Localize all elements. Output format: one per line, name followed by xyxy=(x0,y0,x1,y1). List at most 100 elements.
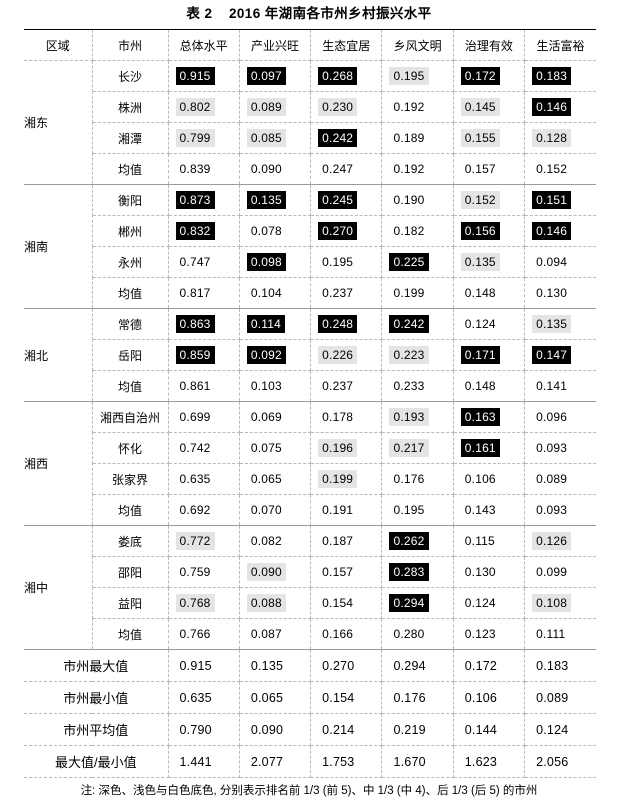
value-cell: 0.096 xyxy=(524,401,596,433)
city-cell: 均值 xyxy=(92,618,169,650)
value-chip: 0.135 xyxy=(250,658,284,673)
value-chip: 0.092 xyxy=(246,346,286,364)
summary-value-cell: 0.135 xyxy=(239,649,312,682)
value-cell: 0.124 xyxy=(453,308,526,340)
value-cell: 0.089 xyxy=(524,463,596,495)
value-cell: 0.148 xyxy=(453,277,526,309)
table-row: 郴州 0.832 0.078 0.270 0.182 0.156 0.146 xyxy=(24,215,596,247)
value-cell: 0.183 xyxy=(524,60,596,92)
value-cell: 0.143 xyxy=(453,494,526,526)
value-cell: 0.154 xyxy=(310,587,383,619)
value-chip: 0.242 xyxy=(318,129,358,147)
value-cell: 0.171 xyxy=(453,339,526,371)
value-cell: 0.104 xyxy=(239,277,312,309)
region-cell: 湘东 xyxy=(24,60,93,185)
value-cell: 0.199 xyxy=(310,463,383,495)
value-chip: 0.090 xyxy=(250,162,282,176)
value-chip: 0.233 xyxy=(393,379,425,393)
value-chip: 0.863 xyxy=(175,315,215,333)
value-cell: 0.135 xyxy=(453,246,526,278)
value-chip: 0.124 xyxy=(464,317,496,331)
value-cell: 0.193 xyxy=(381,401,454,433)
value-cell: 0.166 xyxy=(310,618,383,650)
value-cell: 0.126 xyxy=(524,525,596,557)
table-row: 湘潭 0.799 0.085 0.242 0.189 0.155 0.128 xyxy=(24,122,596,154)
value-chip: 0.075 xyxy=(250,441,282,455)
value-cell: 0.178 xyxy=(310,401,383,433)
value-chip: 0.248 xyxy=(318,315,358,333)
value-chip: 0.065 xyxy=(250,690,284,705)
value-chip: 0.915 xyxy=(179,658,212,673)
value-chip: 0.082 xyxy=(250,534,282,548)
value-cell: 0.191 xyxy=(310,494,383,526)
value-cell: 0.130 xyxy=(453,556,526,588)
value-cell: 0.187 xyxy=(310,525,383,557)
table-row: 均值 0.817 0.104 0.237 0.199 0.148 0.130 xyxy=(24,277,596,309)
city-cell: 长沙 xyxy=(92,60,169,92)
value-chip: 0.094 xyxy=(536,255,568,269)
value-chip: 0.191 xyxy=(322,503,354,517)
table-row: 均值 0.692 0.070 0.191 0.195 0.143 0.093 xyxy=(24,494,596,526)
table-wrapper: 区域 市州 总体水平 产业兴旺 生态宜居 乡风文明 治理有效 生活富裕 湘东 长沙… xyxy=(24,29,596,778)
summary-value-cell: 0.219 xyxy=(381,713,454,746)
value-chip: 0.147 xyxy=(532,346,572,364)
value-chip: 0.192 xyxy=(393,100,425,114)
value-cell: 0.742 xyxy=(168,432,240,464)
table-row: 湘西 湘西自治州 0.699 0.069 0.178 0.193 0.163 0.096 xyxy=(24,401,596,526)
summary-row: 最大值/最小值 1.441 2.077 1.753 1.670 1.623 2.056 xyxy=(24,745,596,778)
value-chip: 0.166 xyxy=(322,627,354,641)
value-cell: 0.123 xyxy=(453,618,526,650)
summary-value-cell: 0.915 xyxy=(168,649,240,682)
value-chip: 0.195 xyxy=(322,255,354,269)
value-cell: 0.247 xyxy=(310,153,383,185)
value-chip: 0.790 xyxy=(179,722,212,737)
value-chip: 0.069 xyxy=(250,410,282,424)
value-cell: 0.093 xyxy=(524,494,596,526)
value-chip: 0.225 xyxy=(389,253,429,271)
value-chip: 0.171 xyxy=(460,346,500,364)
city-cell: 常德 xyxy=(92,308,169,340)
value-chip: 0.190 xyxy=(393,193,425,207)
value-chip: 1.623 xyxy=(464,754,498,769)
value-chip: 0.093 xyxy=(536,441,568,455)
value-cell: 0.192 xyxy=(381,91,454,123)
value-cell: 0.065 xyxy=(239,463,312,495)
table-body: 湘东 长沙 0.915 0.097 0.268 0.195 0.172 0.183 株洲 0.80… xyxy=(24,60,596,778)
city-cell: 湘西自治州 xyxy=(92,401,169,433)
column-header-region: 区域 xyxy=(24,29,93,61)
value-cell: 0.195 xyxy=(381,60,454,92)
value-cell: 0.832 xyxy=(168,215,240,247)
value-chip: 0.089 xyxy=(536,690,569,705)
value-chip: 0.635 xyxy=(179,690,212,705)
value-cell: 0.111 xyxy=(524,618,596,650)
value-cell: 0.189 xyxy=(381,122,454,154)
value-cell: 0.099 xyxy=(524,556,596,588)
value-chip: 1.670 xyxy=(393,754,426,769)
value-chip: 0.283 xyxy=(389,563,429,581)
value-chip: 0.106 xyxy=(464,472,496,486)
value-cell: 0.190 xyxy=(381,184,454,216)
value-chip: 0.176 xyxy=(393,690,426,705)
column-header-living: 生活富裕 xyxy=(524,29,596,61)
value-cell: 0.817 xyxy=(168,277,240,309)
city-cell: 怀化 xyxy=(92,432,169,464)
table-row: 湘南 衡阳 0.873 0.135 0.245 0.190 0.152 0.151 xyxy=(24,184,596,309)
value-chip: 0.178 xyxy=(322,410,354,424)
value-chip: 0.817 xyxy=(179,286,211,300)
value-chip: 0.270 xyxy=(318,222,358,240)
value-cell: 0.873 xyxy=(168,184,240,216)
value-chip: 0.103 xyxy=(250,379,282,393)
value-cell: 0.768 xyxy=(168,587,240,619)
value-cell: 0.268 xyxy=(310,60,383,92)
column-header-city: 市州 xyxy=(92,29,169,61)
value-cell: 0.163 xyxy=(453,401,526,433)
value-chip: 0.915 xyxy=(175,67,215,85)
value-chip: 0.157 xyxy=(322,565,354,579)
value-cell: 0.141 xyxy=(524,370,596,402)
table-note: 注: 深色、浅色与白色底色, 分别表示排名前 1/3 (前 5)、中 1/3 (… xyxy=(80,785,538,797)
value-cell: 0.199 xyxy=(381,277,454,309)
value-cell: 0.635 xyxy=(168,463,240,495)
value-chip: 0.148 xyxy=(464,379,496,393)
value-cell: 0.078 xyxy=(239,215,312,247)
value-chip: 0.148 xyxy=(464,286,496,300)
